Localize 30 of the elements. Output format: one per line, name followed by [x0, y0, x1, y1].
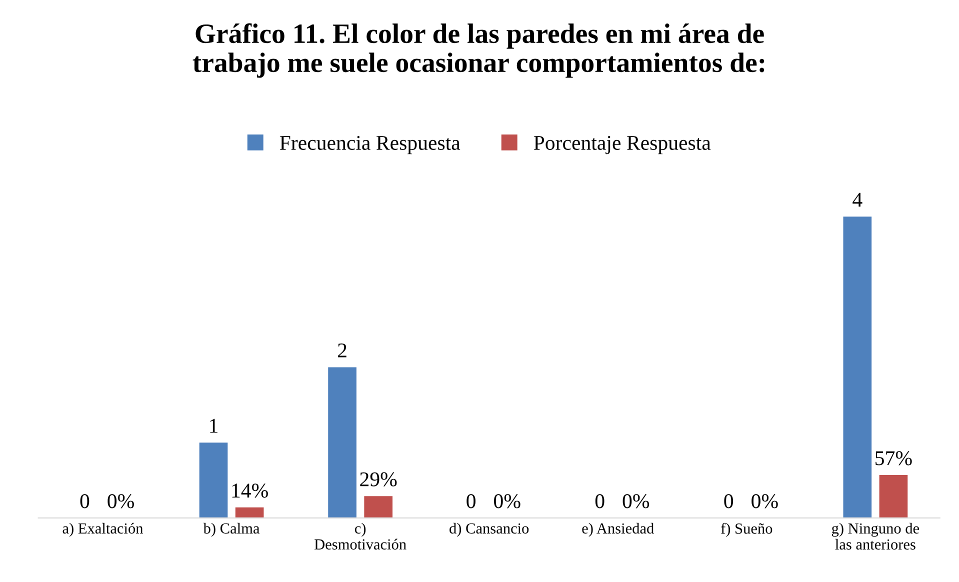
bar — [879, 475, 908, 518]
data-label: 2 — [338, 343, 346, 358]
data-label: 0 — [80, 494, 90, 508]
chart-title: Gráfico 11. El color de las paredes en mi área de trabajo me suele ocasionar comportamientos de: — [192, 23, 764, 78]
data-label: 0% — [108, 494, 134, 508]
data-label: 0 — [466, 494, 476, 508]
bar — [328, 367, 356, 518]
bar — [235, 507, 264, 518]
x-tick-label: d) Cansancio — [450, 522, 529, 537]
data-label: 0% — [752, 494, 778, 508]
x-tick-label: c) Desmotivación — [314, 522, 406, 550]
x-tick-label: b) Calma — [203, 522, 260, 537]
x-tick-label: g) Ninguno de las anteriores — [832, 522, 920, 550]
legend-label: Porcentaje Respuesta — [534, 136, 711, 154]
data-label: 0% — [622, 494, 650, 508]
legend-label: Frecuencia Respuesta — [280, 136, 460, 154]
data-label: 0% — [494, 494, 520, 508]
data-label: 29% — [360, 472, 397, 486]
data-label: 0 — [724, 494, 734, 508]
data-label: 57% — [876, 451, 912, 466]
data-label: 4 — [852, 192, 862, 207]
data-label: 14% — [232, 484, 268, 498]
bar — [843, 216, 872, 518]
data-label: 1 — [210, 418, 218, 433]
data-label: 0 — [595, 494, 604, 508]
bar — [199, 442, 228, 518]
x-tick-label: f) Sueño — [721, 522, 772, 537]
x-tick-label: a) Exaltación — [62, 522, 144, 537]
x-tick-label: e) Ansiedad — [582, 522, 654, 537]
bar — [364, 496, 393, 518]
